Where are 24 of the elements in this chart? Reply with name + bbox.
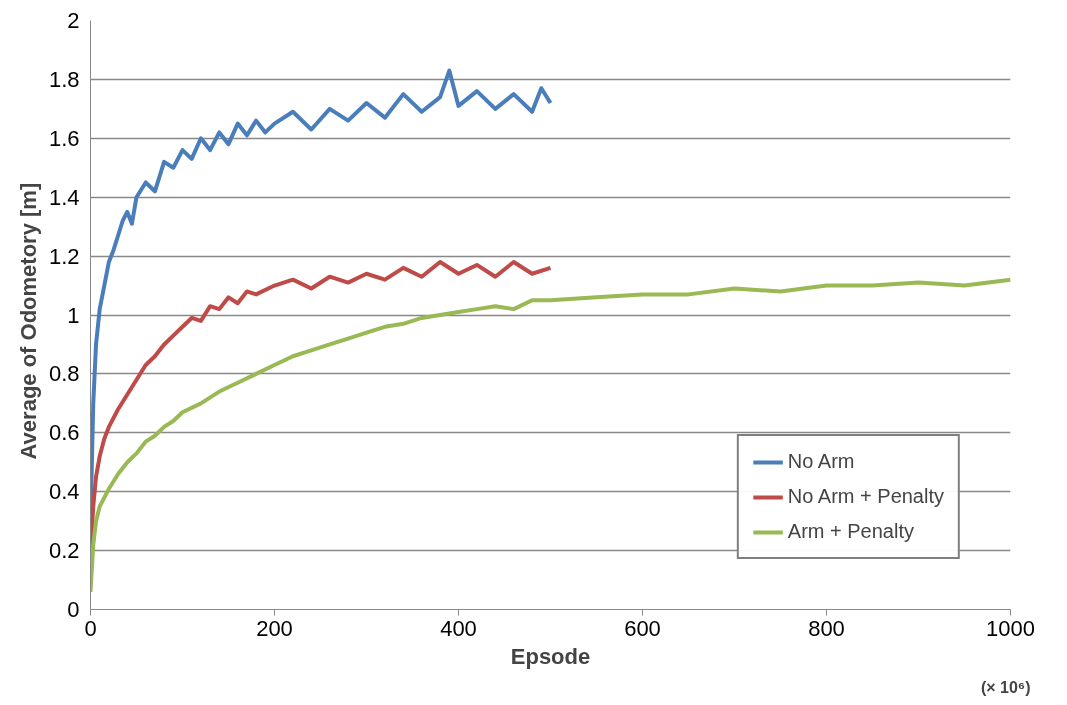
- x-tick-label: 1000: [986, 615, 1035, 641]
- line-series: [90, 277, 1011, 594]
- y-tick-label: 1.2: [48, 243, 80, 269]
- legend-label: Arm + Penalty: [787, 520, 914, 543]
- x-tick-label: 200: [256, 615, 293, 641]
- legend-label: No Arm + Penalty: [787, 485, 944, 508]
- y-tick-label: 1.8: [48, 66, 80, 92]
- x-tick-label: 0: [84, 615, 97, 641]
- y-tick-label: 0.6: [48, 420, 80, 446]
- y-tick-label: 0.2: [48, 538, 80, 564]
- y-tick-label: 1: [67, 302, 80, 328]
- y-tick-label: 1.4: [48, 184, 80, 210]
- x-tick-label: 800: [808, 615, 845, 641]
- legend-label: No Arm: [787, 450, 855, 473]
- y-tick-label: 0.8: [48, 361, 80, 387]
- x-tick-label: 600: [624, 615, 661, 641]
- y-tick-label: 1.6: [48, 125, 80, 151]
- x-axis-title: Epsode: [510, 643, 591, 669]
- text: (× 10⁶): [980, 678, 1031, 696]
- y-tick-label: 2: [67, 8, 80, 33]
- y-tick-label: 0: [67, 597, 80, 622]
- y-axis-title: Average of Odometory [m]: [15, 182, 41, 460]
- y-tick-label: 0.4: [48, 479, 80, 505]
- x-tick-label: 400: [440, 615, 477, 641]
